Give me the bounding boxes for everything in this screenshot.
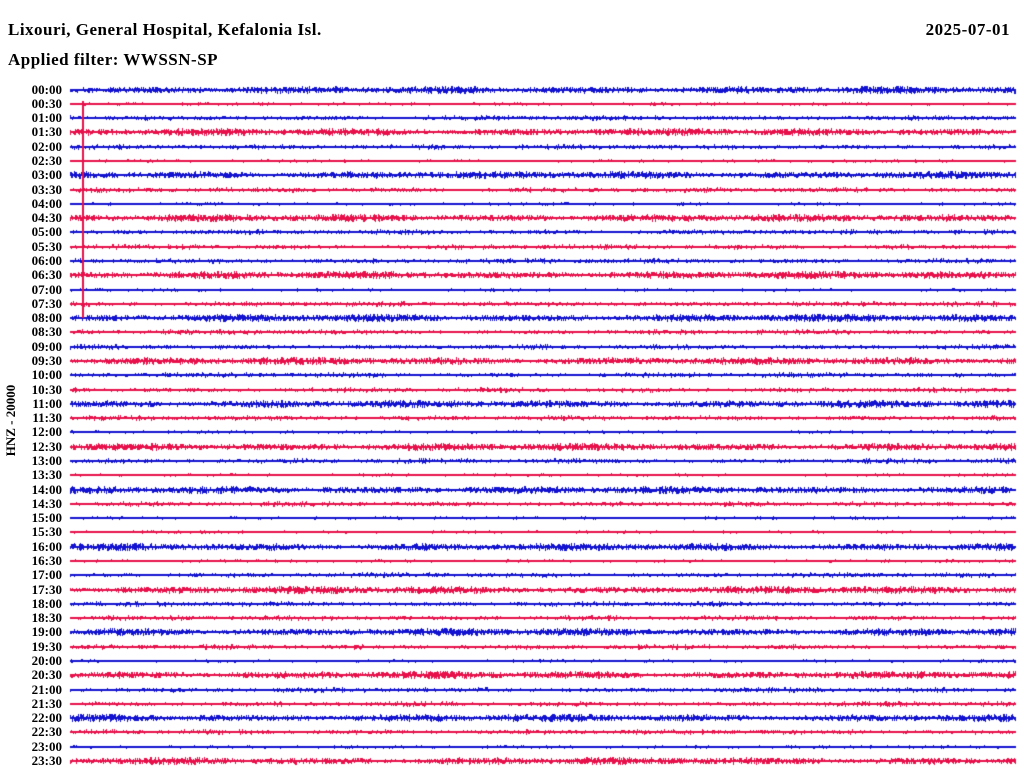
- trace-time-label: 08:30: [31, 324, 62, 340]
- trace-time-label: 18:00: [31, 595, 62, 611]
- trace-time-label: 16:30: [31, 552, 62, 568]
- trace-time-label: 06:30: [31, 267, 62, 283]
- trace-time-label: 17:30: [31, 581, 62, 597]
- trace-time-label: 10:00: [31, 367, 62, 383]
- trace-time-label: 20:30: [31, 667, 62, 683]
- trace-time-label: 04:00: [31, 195, 62, 211]
- trace-time-label: 12:30: [31, 438, 62, 454]
- trace-time-label: 17:00: [31, 567, 62, 583]
- trace-time-label: 15:00: [31, 510, 62, 526]
- trace-time-label: 03:30: [31, 181, 62, 197]
- trace-time-label: 21:00: [31, 681, 62, 697]
- trace-time-label: 15:30: [31, 524, 62, 540]
- trace-time-label: 23:30: [31, 752, 62, 768]
- trace-time-label: 22:00: [31, 710, 62, 726]
- trace-time-label: 19:00: [31, 624, 62, 640]
- trace-time-label: 08:00: [31, 310, 62, 326]
- trace-time-label: 05:00: [31, 224, 62, 240]
- trace-time-label: 13:30: [31, 467, 62, 483]
- trace-time-label: 03:00: [31, 167, 62, 183]
- trace-time-label: 14:00: [31, 481, 62, 497]
- trace-time-label: 04:30: [31, 210, 62, 226]
- trace-time-label: 20:00: [31, 652, 62, 668]
- trace-time-label: 10:30: [31, 381, 62, 397]
- trace-time-label: 07:30: [31, 295, 62, 311]
- trace-time-label: 02:00: [31, 138, 62, 154]
- trace-time-label: 22:30: [31, 724, 62, 740]
- trace-time-label: 21:30: [31, 695, 62, 711]
- trace-time-label: 09:30: [31, 352, 62, 368]
- trace-time-label: 19:30: [31, 638, 62, 654]
- trace-time-label: 00:30: [31, 95, 62, 111]
- trace-time-label: 02:30: [31, 152, 62, 168]
- trace-time-label: 23:00: [31, 738, 62, 754]
- trace-time-label: 16:00: [31, 538, 62, 554]
- trace-time-label: 11:30: [32, 410, 62, 426]
- trace-time-label: 06:00: [31, 252, 62, 268]
- trace-time-label: 12:00: [31, 424, 62, 440]
- trace-time-label: 00:00: [31, 81, 62, 97]
- trace-time-label: 01:30: [31, 124, 62, 140]
- trace-time-label: 11:00: [32, 395, 62, 411]
- trace-time-label: 14:30: [31, 495, 62, 511]
- trace-time-label: 07:00: [31, 281, 62, 297]
- trace-time-label: 13:00: [31, 452, 62, 468]
- trace-time-label: 18:30: [31, 610, 62, 626]
- trace-time-label: 05:30: [31, 238, 62, 254]
- trace-time-label: 01:00: [31, 110, 62, 126]
- trace-time-label: 09:00: [31, 338, 62, 354]
